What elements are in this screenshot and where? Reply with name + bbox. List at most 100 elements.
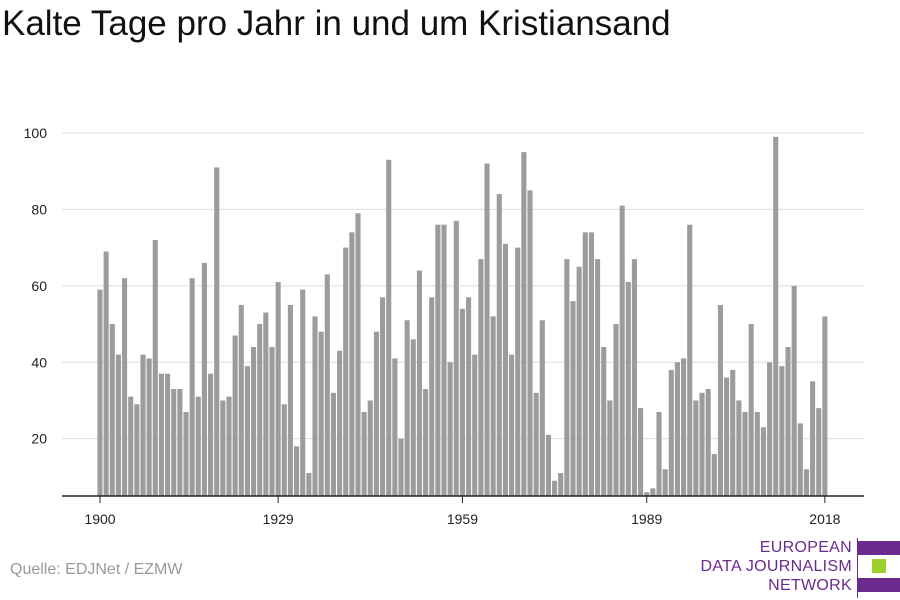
bar [128,396,134,496]
bar [410,339,416,496]
bar [429,297,435,496]
bar [515,247,521,496]
bar [681,358,687,496]
x-tick-label: 2018 [809,511,840,527]
bar [404,320,410,496]
bar [638,408,644,496]
bar [232,335,238,496]
bar [717,304,723,496]
bar [607,400,613,496]
logo-bar-green [872,559,886,573]
bar [564,259,570,496]
bars [97,136,828,497]
bar [373,331,379,496]
bar [687,224,693,496]
bar [576,266,582,496]
bar [533,392,539,496]
bar [496,194,502,496]
bar [484,163,490,496]
bar [816,408,822,496]
bar [177,389,183,496]
x-tick-label: 1959 [447,511,478,527]
bar [220,400,226,496]
bar [171,389,177,496]
bar [754,411,760,496]
bar [803,469,809,496]
bar [115,354,121,496]
bar [349,232,355,496]
bar [330,392,336,496]
bar [122,278,128,496]
bar [662,469,668,496]
bar [588,232,594,496]
bar [287,304,293,496]
bar [545,434,551,496]
x-axis-ticks: 1900 1929 1959 1989 2018 [84,496,841,527]
bar [791,285,797,496]
bar [312,316,318,496]
bar [275,282,281,496]
bar [724,377,730,496]
bar [183,411,189,496]
bar [269,346,275,496]
bar [822,316,828,496]
y-tick-label: 80 [31,201,47,217]
bar [441,224,447,496]
bar [165,373,171,496]
bar [392,358,398,496]
bar [558,473,564,496]
bar [263,312,269,496]
bar [324,274,330,496]
bar [435,224,441,496]
chart-title: Kalte Tage pro Jahr in und um Kristiansa… [2,4,671,43]
bar [459,308,465,496]
y-tick-label: 40 [31,354,47,370]
bar [472,354,478,496]
bar [509,354,515,496]
bar [109,324,115,496]
bar [595,259,601,496]
bar [97,289,103,496]
bar [466,297,472,496]
bar [693,400,699,496]
bar [619,205,625,496]
y-axis-ticks: 20 40 60 80 100 [24,125,48,447]
logo-bar-purple [858,541,900,555]
bar [251,346,257,496]
bar [281,404,287,496]
bar [582,232,588,496]
bar [158,373,164,496]
bar [539,320,545,496]
logo-divider [857,538,858,598]
bar [257,324,263,496]
bar [644,492,650,496]
bar [625,282,631,496]
bar [760,427,766,496]
bar [189,278,195,496]
bar [244,366,250,496]
bar [490,316,496,496]
bar [380,297,386,496]
bar [453,220,459,496]
bar [699,392,705,496]
logo-text-line: NETWORK [768,577,852,594]
bar [214,167,220,496]
y-tick-label: 100 [24,125,48,141]
bar-chart: 1900 1929 1959 1989 2018 20 40 60 80 100 [24,125,864,527]
bar [398,438,404,496]
logo-text-line: DATA JOURNALISM [700,558,852,575]
bar [650,488,656,496]
source-note: Quelle: EDJNet / EZMW [10,561,183,578]
bar [736,400,742,496]
bar [785,346,791,496]
bar [300,289,306,496]
x-tick-label: 1900 [84,511,115,527]
bar [631,259,637,496]
bar [294,446,300,496]
bar [146,358,152,496]
bar [705,389,711,496]
bar [306,473,312,496]
bar [656,411,662,496]
bar [668,369,674,496]
bar [355,213,361,497]
